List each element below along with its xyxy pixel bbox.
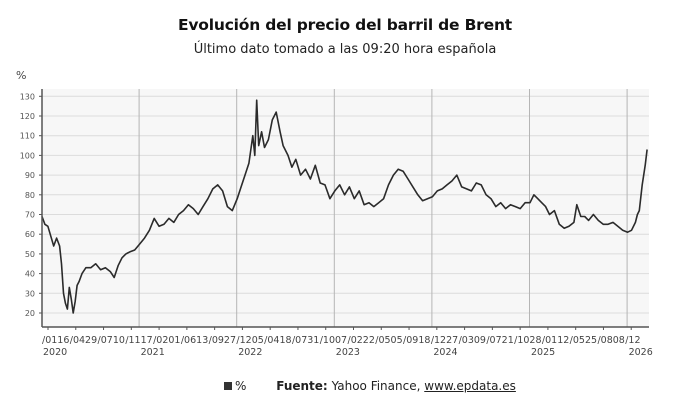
x-tick-label: /1227 (431, 335, 458, 346)
legend-swatch-icon (224, 382, 232, 390)
source-note: Fuente: Yahoo Finance, www.epdata.es (276, 379, 516, 393)
year-label: 2024 (433, 347, 457, 358)
year-label: 2023 (336, 347, 360, 358)
x-tick-label: /1007 (320, 335, 347, 346)
x-tick-label: /0201 (153, 335, 180, 346)
y-tick-label: 90 (25, 171, 35, 180)
x-axis-ticks: /0116/0429/0710/1117/0201/0613/0927/1205… (42, 327, 653, 358)
x-tick-label: /0418 (264, 335, 291, 346)
x-tick-label: /0808 (597, 335, 624, 346)
x-tick-label: /0710 (98, 335, 125, 346)
year-separator-lines (138, 89, 628, 327)
x-tick-label: /0731 (292, 335, 319, 346)
y-tick-label: 30 (25, 289, 35, 298)
x-tick-label: /0613 (181, 335, 208, 346)
x-tick-label: /1028 (514, 335, 541, 346)
source-link[interactable]: www.epdata.es (424, 379, 516, 393)
y-tick-label: 50 (25, 250, 35, 259)
y-tick-label: 60 (25, 230, 35, 239)
y-tick-label: 130 (20, 92, 35, 101)
x-tick-label: /12 (625, 335, 640, 346)
y-axis-unit: % (16, 69, 27, 82)
legend-label: % (235, 379, 247, 393)
year-label: 2025 (531, 347, 555, 358)
chart-subtitle: Último dato tomado a las 09:20 hora espa… (193, 42, 497, 57)
year-label: 2026 (629, 347, 653, 358)
y-tick-label: 20 (25, 309, 35, 318)
x-tick-label: /0918 (403, 335, 430, 346)
x-tick-label: /0309 (459, 335, 486, 346)
source-text: Yahoo Finance, (331, 379, 421, 393)
x-tick-label: /0116 (42, 335, 69, 346)
x-tick-label: /0112 (542, 335, 569, 346)
year-label: 2022 (238, 347, 262, 358)
source-label: Fuente: (276, 379, 328, 393)
x-tick-label: /0505 (375, 335, 402, 346)
y-tick-label: 40 (25, 270, 35, 279)
x-tick-label: /0429 (70, 335, 97, 346)
plot-area (42, 89, 649, 327)
legend: % Fuente: Yahoo Finance, www.epdata.es (224, 379, 516, 393)
y-tick-label: 120 (20, 112, 35, 121)
y-tick-label: 80 (25, 191, 35, 200)
y-tick-label: 100 (20, 151, 35, 160)
x-tick-label: /0721 (486, 335, 513, 346)
brent-price-line (41, 99, 648, 314)
y-axis-ticks: 20 30 40 50 60 70 80 90 100 110 120 130 (20, 92, 42, 318)
x-tick-label: /0525 (570, 335, 597, 346)
x-tick-label: /0222 (348, 335, 375, 346)
y-tick-label: 110 (20, 132, 35, 141)
x-tick-label: /1117 (125, 335, 152, 346)
year-label: 2021 (141, 347, 165, 358)
chart-title: Evolución del precio del barril de Brent (178, 16, 512, 34)
x-tick-label: /0927 (209, 335, 236, 346)
x-tick-label: /1205 (236, 335, 263, 346)
y-tick-label: 70 (25, 211, 35, 220)
year-label: 2020 (43, 347, 67, 358)
